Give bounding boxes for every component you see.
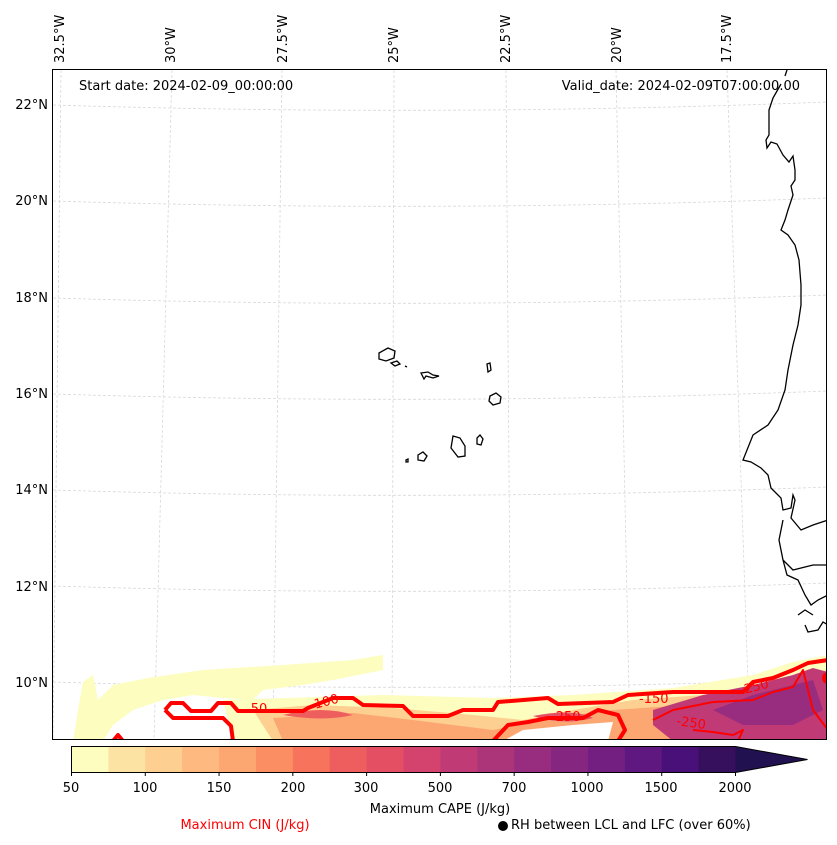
cin-contour-50 bbox=[112, 658, 826, 739]
cin-contour-dot bbox=[822, 672, 826, 684]
colorbar-segment bbox=[329, 746, 368, 773]
lon-tick-22-5w: 22.5°W bbox=[499, 14, 514, 63]
colorbar-segment bbox=[698, 746, 736, 773]
parallel-14n bbox=[53, 486, 826, 496]
colorbar-segment bbox=[661, 746, 700, 773]
colorbar-segment bbox=[587, 746, 626, 773]
lon-tick-25w: 25°W bbox=[387, 27, 402, 63]
start-date-label: Start date: 2024-02-09_00:00:00 bbox=[79, 79, 294, 94]
cape-white-hole bbox=[506, 722, 613, 739]
meridian-20w bbox=[615, 70, 631, 739]
parallel-16n bbox=[53, 390, 826, 400]
island-sal bbox=[486, 362, 492, 374]
colorbar-segment bbox=[182, 746, 220, 773]
lon-tick-32-5w: 32.5°W bbox=[53, 14, 68, 63]
lat-tick-16n: 16°N bbox=[15, 387, 48, 402]
rh-legend-label: RH between LCL and LFC (over 60%) bbox=[511, 818, 751, 833]
colorbar-title: Maximum CAPE (J/kg) bbox=[369, 802, 511, 817]
colorbar-segment bbox=[403, 746, 441, 773]
parallel-22n bbox=[53, 101, 826, 111]
parallel-20n bbox=[53, 197, 826, 207]
island-boa-vista bbox=[488, 392, 502, 406]
colorbar-outline bbox=[71, 746, 808, 773]
colorbar-segment bbox=[255, 746, 294, 773]
cbar-tick-2000: 2000 bbox=[718, 781, 752, 796]
meridian-17-5w bbox=[726, 70, 751, 739]
africa-coastline-north bbox=[742, 70, 826, 531]
cin-label-50: -50 bbox=[246, 702, 267, 717]
cbar-tick-1500: 1500 bbox=[644, 781, 678, 796]
colorbar-segment bbox=[440, 746, 478, 773]
cape-band-700 bbox=[713, 680, 823, 725]
cin-label-250-c: -250 bbox=[738, 677, 770, 699]
cin-label-100: -100 bbox=[308, 692, 340, 714]
cin-legend-title: Maximum CIN (J/kg) bbox=[180, 818, 310, 833]
island-sao-vicente bbox=[389, 360, 402, 367]
island-maio bbox=[476, 434, 484, 446]
cbar-tick-500: 500 bbox=[427, 781, 453, 796]
lat-tick-10n: 10°N bbox=[15, 676, 48, 691]
colorbar-segment bbox=[71, 746, 109, 773]
rh-legend: RH between LCL and LFC (over 60%) bbox=[498, 818, 751, 833]
cin-contours bbox=[112, 658, 826, 739]
cbar-tick-700: 700 bbox=[501, 781, 527, 796]
cape-band-50 bbox=[73, 655, 383, 739]
cbar-tick-100: 100 bbox=[132, 781, 158, 796]
lon-tick-20w: 20°W bbox=[610, 27, 625, 63]
cbar-tick-50: 50 bbox=[62, 781, 80, 796]
meridian-27-5w bbox=[272, 70, 283, 739]
lat-tick-18n: 18°N bbox=[15, 291, 48, 306]
island-santo-antao bbox=[378, 347, 396, 362]
meridian-22-5w bbox=[505, 70, 512, 739]
lat-tick-20n: 20°N bbox=[15, 194, 48, 209]
meridian-25w bbox=[391, 70, 395, 739]
cin-contour-labels: -50 -100 -150 -250 -250 -250 bbox=[246, 677, 771, 733]
lat-tick-12n: 12°N bbox=[15, 580, 48, 595]
island-santiago bbox=[450, 435, 466, 458]
parallel-12n bbox=[53, 582, 826, 592]
parallel-18n bbox=[53, 294, 826, 304]
cbar-tick-200: 200 bbox=[280, 781, 306, 796]
colorbar-extend-arrow bbox=[735, 746, 808, 773]
cape-colorbar bbox=[71, 746, 808, 776]
island-santa-luzia bbox=[404, 365, 408, 368]
africa-coastline-south bbox=[778, 519, 826, 633]
cin-label-250-a: -250 bbox=[551, 710, 581, 725]
colorbar-segment bbox=[219, 746, 257, 773]
rh-dot-icon bbox=[498, 820, 508, 831]
map-panel: -50 -100 -150 -250 -250 -250 Start date:… bbox=[52, 69, 827, 740]
meridian-32-5w bbox=[53, 70, 62, 739]
lon-tick-30w: 30°W bbox=[164, 27, 179, 63]
meridian-30w bbox=[153, 70, 173, 739]
lon-tick-17-5w: 17.5°W bbox=[720, 14, 735, 63]
island-fogo bbox=[417, 451, 428, 462]
cin-label-250-b: -250 bbox=[675, 714, 706, 733]
island-sao-nicolau bbox=[420, 371, 440, 381]
gridlines bbox=[53, 70, 826, 739]
colorbar-segment bbox=[551, 746, 589, 773]
colorbar-segment bbox=[108, 746, 146, 773]
colorbar-segment bbox=[145, 746, 183, 773]
lat-tick-14n: 14°N bbox=[15, 483, 48, 498]
cin-contour-250 bbox=[652, 669, 826, 739]
map-canvas: -50 -100 -150 -250 -250 -250 bbox=[53, 70, 826, 739]
lon-tick-27-5w: 27.5°W bbox=[276, 14, 291, 63]
colorbar-segment bbox=[366, 746, 404, 773]
lat-tick-22n: 22°N bbox=[15, 98, 48, 113]
cbar-tick-300: 300 bbox=[353, 781, 379, 796]
colorbar-segment bbox=[514, 746, 552, 773]
cbar-tick-150: 150 bbox=[206, 781, 232, 796]
valid-date-label: Valid_date: 2024-02-09T07:00:00.00 bbox=[561, 79, 800, 94]
cin-label-150: -150 bbox=[639, 692, 669, 707]
cin-contour-50b bbox=[163, 708, 627, 739]
island-brava bbox=[405, 457, 409, 463]
coastline bbox=[378, 70, 826, 633]
cape-filled-field bbox=[73, 655, 826, 739]
cbar-tick-1000: 1000 bbox=[570, 781, 604, 796]
colorbar-segment bbox=[292, 746, 331, 773]
colorbar-segment bbox=[477, 746, 515, 773]
colorbar-segment bbox=[624, 746, 663, 773]
